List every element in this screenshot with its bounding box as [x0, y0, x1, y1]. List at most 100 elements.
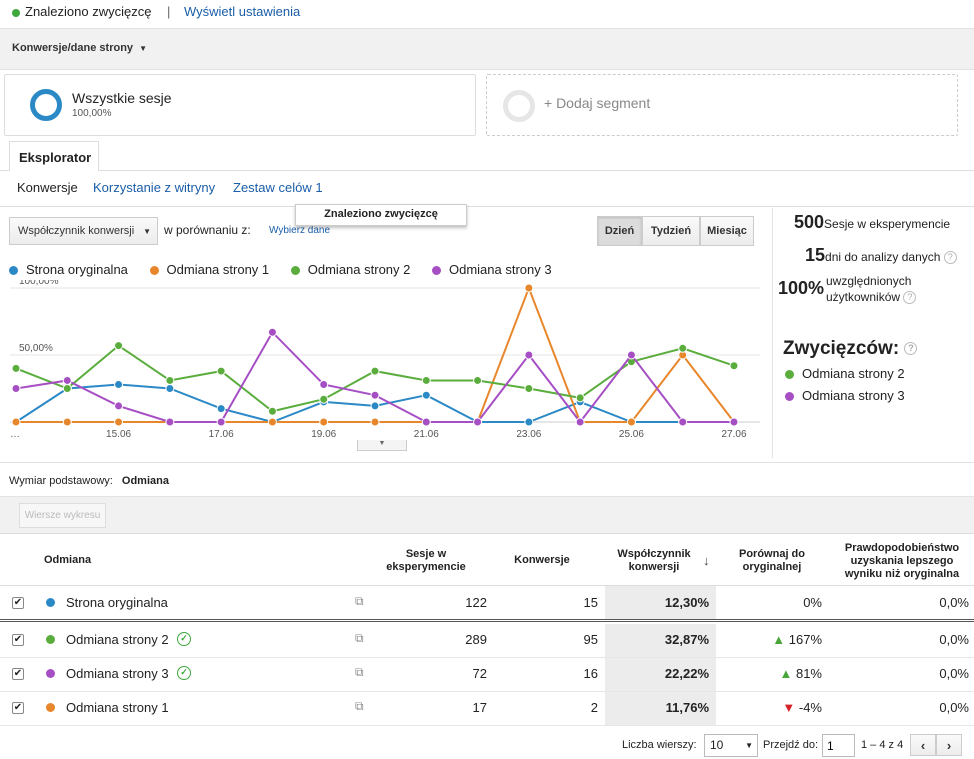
- stat-days-number: 15: [805, 245, 826, 265]
- open-page-icon[interactable]: ⧉: [355, 665, 364, 679]
- legend-item-variant-3[interactable]: Odmiana strony 3: [432, 262, 552, 277]
- table-row[interactable]: ✔ Odmiana strony 2 ✓ ⧉ 289 95 32,87% ▲ 1…: [0, 624, 974, 658]
- legend-item-variant-2[interactable]: Odmiana strony 2: [290, 262, 410, 277]
- prev-page-button[interactable]: ‹: [910, 734, 936, 756]
- subnav-conversions[interactable]: Konwersje: [17, 180, 78, 195]
- variant-name: Strona oryginalna: [66, 595, 168, 610]
- legend-dot-icon: [9, 266, 18, 275]
- winners-title-text: Zwycięzców:: [783, 338, 900, 359]
- compare-cell: ▼ -4%: [730, 700, 822, 715]
- add-segment-label: + Dodaj segment: [544, 95, 651, 111]
- rows-per-page-select[interactable]: 10 ▼: [704, 734, 758, 757]
- primary-dimension-label: Wymiar podstawowy:: [9, 475, 113, 487]
- metric-select[interactable]: Współczynnik konwersji ▼: [9, 217, 158, 245]
- goto-input[interactable]: [822, 734, 855, 757]
- col-probability-header-line2: uzyskania lepszego: [850, 555, 954, 567]
- data-point: [626, 350, 636, 360]
- sort-desc-arrow-icon[interactable]: ↓: [703, 553, 710, 568]
- col-sessions-header-line1: Sesje w: [405, 548, 447, 560]
- choose-data-link[interactable]: Wybierz dane: [269, 225, 331, 236]
- stat-users-number: 100%: [778, 278, 825, 298]
- col-conversions-header[interactable]: Konwersje: [514, 554, 570, 566]
- period-month-button[interactable]: Miesiąc: [700, 216, 754, 246]
- winner-name: Odmiana strony 3: [802, 388, 905, 403]
- data-point: [370, 366, 380, 376]
- segment-ring-icon: [30, 89, 62, 121]
- tab-baseline: [0, 170, 974, 171]
- open-page-icon[interactable]: ⧉: [355, 699, 364, 713]
- col-probability-header-line3: wyniku niż oryginalna: [844, 568, 960, 580]
- tab-explorer[interactable]: Eksplorator: [9, 141, 99, 171]
- table-row[interactable]: ✔ Odmiana strony 3 ✓ ⧉ 72 16 22,22% ▲ 81…: [0, 658, 974, 692]
- table-row[interactable]: ✔ Strona oryginalna ⧉ 122 15 12,30% 0% 0…: [0, 586, 974, 622]
- table-header: Odmiana Sesje w eksperymencie Konwersje W…: [0, 534, 974, 586]
- period-week-button[interactable]: Tydzień: [642, 216, 700, 246]
- add-segment[interactable]: + Dodaj segment: [486, 74, 958, 136]
- data-point: [114, 401, 124, 411]
- legend-item-variant-1[interactable]: Odmiana strony 1: [149, 262, 269, 277]
- col-sessions-header[interactable]: Sesje w eksperymencie: [376, 548, 476, 574]
- table-row[interactable]: ✔ Odmiana strony 1 ⧉ 17 2 11,76% ▼ -4% 0…: [0, 692, 974, 726]
- stats-divider: [772, 208, 773, 458]
- data-point: [267, 406, 277, 416]
- stat-users-label-line1: uwzględnionych: [826, 274, 912, 288]
- data-point: [11, 417, 21, 427]
- report-selector[interactable]: Konwersje/dane strony ▼: [12, 42, 147, 54]
- data-point: [165, 417, 175, 427]
- rate-cell-bg: [605, 586, 716, 619]
- data-point: [319, 379, 329, 389]
- help-icon[interactable]: ?: [904, 342, 918, 356]
- variant-name: Odmiana strony 2: [66, 632, 169, 647]
- winner-dot-icon: [785, 392, 794, 401]
- help-icon[interactable]: ?: [943, 251, 957, 265]
- chart-collapse-handle[interactable]: ▼: [357, 440, 407, 451]
- compare-label: w porównaniu z:: [164, 223, 251, 237]
- data-point: [114, 379, 124, 389]
- page-range: 1 – 4 z 4: [861, 739, 904, 751]
- line-chart: 100,00% 50,00% … 15.06 17.06 19.06 21.06 23.06 2…: [10, 280, 760, 440]
- chart-rows-button[interactable]: Wiersze wykresu: [19, 503, 106, 528]
- data-point: [11, 363, 21, 373]
- data-point: [729, 361, 739, 371]
- subnav-divider: [0, 206, 974, 207]
- primary-dimension-value[interactable]: Odmiana: [121, 475, 169, 487]
- x-tick-label: 23.06: [516, 429, 541, 440]
- help-icon[interactable]: ?: [903, 291, 917, 305]
- segment-all-sessions[interactable]: Wszystkie sesje 100,00%: [4, 74, 476, 136]
- col-probability-header[interactable]: Prawdopodobieństwo uzyskania lepszego wyni…: [830, 542, 974, 581]
- next-page-button[interactable]: ›: [936, 734, 962, 756]
- row-checkbox[interactable]: ✔: [12, 597, 24, 609]
- row-checkbox[interactable]: ✔: [12, 634, 24, 646]
- settings-link[interactable]: Wyświetl ustawienia: [184, 4, 301, 19]
- subnav-site-usage[interactable]: Korzystanie z witryny: [93, 180, 215, 195]
- data-point: [524, 350, 534, 360]
- col-compare-header-line1: Porównaj do: [739, 548, 805, 560]
- probability-cell: 0,0%: [939, 666, 969, 681]
- open-page-icon[interactable]: ⧉: [355, 594, 364, 608]
- col-compare-header[interactable]: Porównaj do oryginalnej: [726, 548, 818, 574]
- period-day-button[interactable]: Dzień: [597, 216, 642, 246]
- rows-per-page-value: 10: [710, 738, 724, 752]
- stat-sessions: 500Sesje w eksperymencie: [794, 212, 950, 233]
- data-point: [575, 417, 585, 427]
- col-rate-header[interactable]: Współczynnik konwersji: [604, 548, 704, 574]
- row-checkbox[interactable]: ✔: [12, 668, 24, 680]
- x-tick-label: 17.06: [209, 429, 234, 440]
- data-point: [729, 417, 739, 427]
- col-variant-header[interactable]: Odmiana: [44, 554, 92, 566]
- rate-cell-bg: [605, 624, 716, 657]
- data-point: [114, 417, 124, 427]
- legend-item-original[interactable]: Strona oryginalna: [9, 262, 128, 277]
- variant-dot-icon: [46, 669, 55, 678]
- row-checkbox[interactable]: ✔: [12, 702, 24, 714]
- data-point: [165, 375, 175, 385]
- data-point: [62, 375, 72, 385]
- stat-users-label: uwzględnionych użytkowników ?: [826, 273, 917, 305]
- data-point: [421, 417, 431, 427]
- subnav-goal-set[interactable]: Zestaw celów 1: [233, 180, 323, 195]
- data-point: [473, 375, 483, 385]
- data-point: [626, 417, 636, 427]
- open-page-icon[interactable]: ⧉: [355, 631, 364, 645]
- rate-cell-bg: [605, 692, 716, 725]
- conversions-cell: 16: [583, 666, 598, 681]
